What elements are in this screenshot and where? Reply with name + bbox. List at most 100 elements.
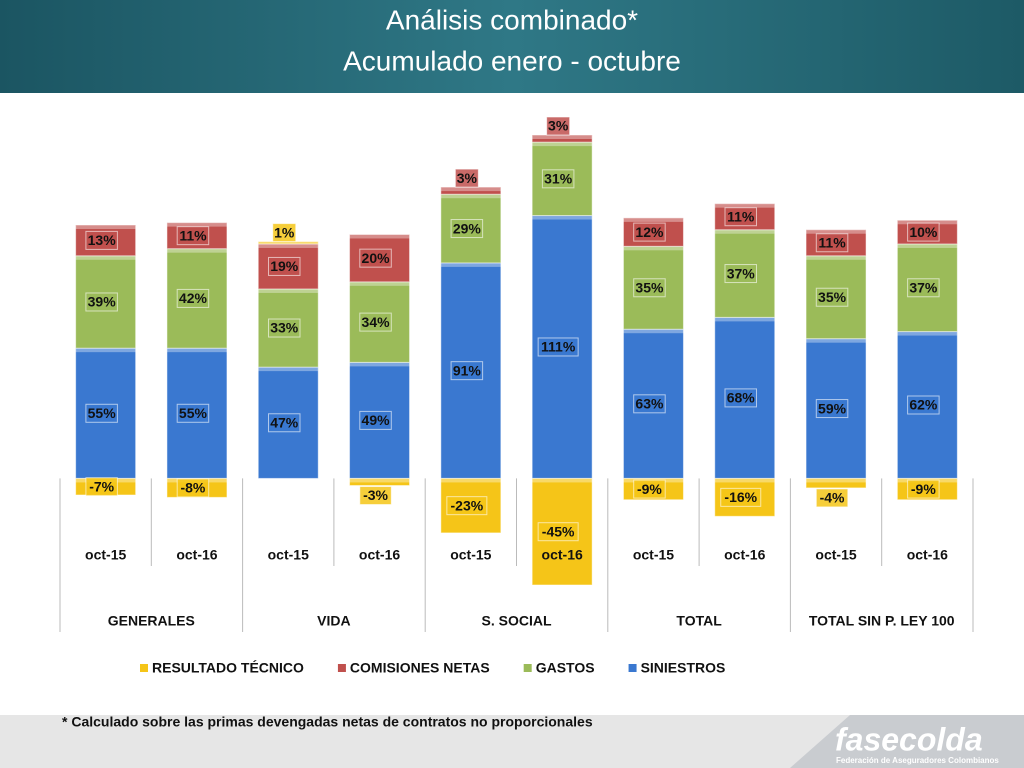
value-label-box xyxy=(907,278,940,298)
value-label-box xyxy=(359,410,392,430)
bar-highlight xyxy=(75,348,136,353)
value-label-box xyxy=(176,478,210,498)
bar-highlight xyxy=(532,215,593,220)
value-label-box xyxy=(272,223,297,243)
bar-highlight xyxy=(714,478,775,483)
value-label-box xyxy=(176,403,210,423)
value-label-box xyxy=(268,318,301,338)
bar-highlight xyxy=(440,187,501,192)
value-label: -23% xyxy=(451,497,484,513)
bar-highlight xyxy=(623,329,684,334)
legend-label: COMISIONES NETAS xyxy=(350,660,490,676)
bar-highlight xyxy=(806,478,867,483)
bar-highlight xyxy=(75,225,136,229)
bar-highlight xyxy=(166,222,227,227)
value-label: -8% xyxy=(180,480,205,496)
group-label: S. SOCIAL xyxy=(481,613,551,629)
value-label-box xyxy=(907,395,940,415)
value-label-box xyxy=(815,287,849,307)
bar-highlight xyxy=(258,367,319,372)
chart-title: Análisis combinado* xyxy=(386,4,638,35)
value-label: 10% xyxy=(909,224,938,240)
value-label-box xyxy=(541,169,575,189)
value-label-box xyxy=(907,222,940,242)
x-tick-label: oct-15 xyxy=(268,547,309,563)
legend-swatch xyxy=(140,664,148,672)
legend-swatch xyxy=(628,664,637,672)
bar-highlight xyxy=(806,338,867,343)
value-label: 111% xyxy=(541,339,576,355)
x-tick-label: oct-15 xyxy=(85,547,126,563)
value-label: 37% xyxy=(909,279,938,295)
value-label: 39% xyxy=(88,294,117,310)
bar-highlight xyxy=(166,348,227,353)
value-label: -4% xyxy=(820,490,845,506)
value-label: -3% xyxy=(363,487,388,503)
legend-swatch xyxy=(523,664,532,672)
logo-name: fasecolda xyxy=(835,721,983,757)
value-label-box xyxy=(454,168,479,188)
value-label-box xyxy=(815,488,849,508)
bar-highlight xyxy=(714,203,775,208)
value-label: 62% xyxy=(909,397,938,413)
value-label-box xyxy=(85,230,118,250)
value-label-box xyxy=(633,479,666,499)
value-label: 20% xyxy=(362,250,391,266)
x-tick-label: oct-15 xyxy=(450,547,491,563)
value-label-box xyxy=(450,219,484,239)
value-label: 11% xyxy=(727,208,755,224)
value-label: 29% xyxy=(453,220,482,236)
bar-highlight xyxy=(532,135,593,139)
value-label: 11% xyxy=(818,234,846,250)
value-label: 37% xyxy=(727,265,756,281)
value-label: -7% xyxy=(89,478,114,494)
x-tick-label: oct-16 xyxy=(907,547,948,563)
bar-highlight xyxy=(623,246,684,251)
value-label: 49% xyxy=(362,412,391,428)
value-label: 63% xyxy=(635,396,664,412)
chart-subtitle: Acumulado enero - octubre xyxy=(343,45,681,76)
value-label: -16% xyxy=(724,489,757,505)
value-label-box xyxy=(724,264,757,284)
value-label: -45% xyxy=(542,523,575,539)
value-label: 35% xyxy=(818,289,847,305)
value-label-box xyxy=(85,403,118,423)
value-label-box xyxy=(724,388,757,408)
value-label: 33% xyxy=(270,320,299,336)
value-label: 3% xyxy=(457,170,478,186)
bar-highlight xyxy=(806,255,867,260)
value-label-box xyxy=(176,226,210,246)
value-label-box xyxy=(268,413,301,433)
x-tick-label: oct-16 xyxy=(542,547,583,563)
value-label-box xyxy=(633,278,666,298)
bar-highlight xyxy=(532,478,593,483)
header-band xyxy=(0,0,1024,93)
logo-shape xyxy=(790,715,1024,768)
value-label-box xyxy=(359,312,392,332)
bar-segment xyxy=(349,477,411,487)
group-label: VIDA xyxy=(317,613,350,629)
bar-highlight xyxy=(714,317,775,322)
bar-highlight xyxy=(258,288,319,293)
value-label: 68% xyxy=(727,390,756,406)
bar-highlight xyxy=(806,229,867,234)
bar-highlight xyxy=(349,281,410,286)
value-label-box xyxy=(633,394,666,414)
bar-segment xyxy=(805,477,867,489)
value-label-box xyxy=(633,222,666,242)
x-tick-label: oct-16 xyxy=(176,547,217,563)
value-label: 12% xyxy=(635,224,664,240)
value-label-box xyxy=(537,522,579,542)
bar-highlight xyxy=(440,194,501,199)
footnote: * Calculado sobre las primas devengadas … xyxy=(62,714,593,730)
x-tick-label: oct-16 xyxy=(359,547,400,563)
value-label-box xyxy=(359,248,392,268)
value-label: 35% xyxy=(635,279,664,295)
bar-highlight xyxy=(440,478,501,483)
bar-highlight xyxy=(349,234,410,239)
value-label-box xyxy=(176,288,210,308)
value-label-box xyxy=(546,116,571,136)
bar-highlight xyxy=(258,241,319,244)
value-label-box xyxy=(815,399,849,419)
